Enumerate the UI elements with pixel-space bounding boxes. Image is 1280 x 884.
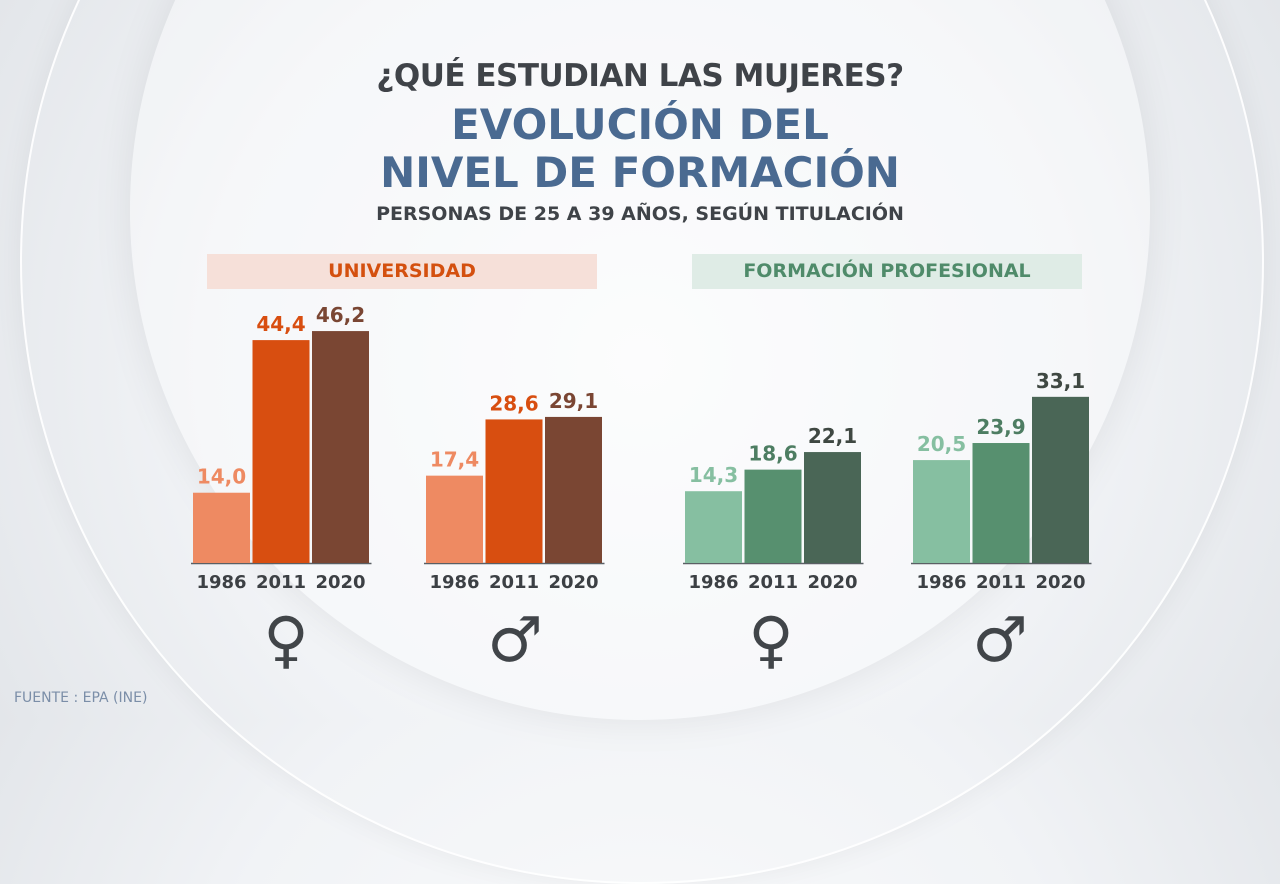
data-label: 33,1 (1036, 369, 1085, 393)
bar-female-1986 (193, 492, 250, 563)
bar-male-2011 (485, 419, 543, 563)
bar-female-1986 (685, 491, 742, 563)
year-tick-label: 1986 (196, 572, 246, 593)
bar-female-2011 (252, 340, 310, 563)
year-tick-label: 2011 (748, 572, 798, 593)
title-line-2: NIVEL DE FORMACIÓN (380, 148, 900, 197)
male-symbol-icon: ♂ (972, 603, 1028, 676)
bar-male-2020 (545, 416, 602, 563)
bar-male-2020 (1032, 396, 1089, 563)
question-heading: ¿QUÉ ESTUDIAN LAS MUJERES? (376, 58, 904, 94)
male-symbol-icon: ♂ (487, 603, 543, 676)
data-label: 20,5 (917, 432, 966, 456)
year-tick-label: 1986 (688, 572, 738, 593)
year-tick-label: 2011 (256, 572, 306, 593)
year-tick-label: 2020 (1035, 572, 1085, 593)
bar-female-2020 (804, 452, 861, 563)
bar-male-2011 (972, 443, 1030, 563)
data-label: 44,4 (256, 312, 305, 336)
year-tick-label: 1986 (916, 572, 966, 593)
data-label: 22,1 (808, 424, 857, 448)
year-tick-label: 2020 (315, 572, 365, 593)
data-label: 29,1 (549, 389, 598, 413)
title-line-1: EVOLUCIÓN DEL (451, 100, 829, 149)
data-label: 46,2 (316, 303, 365, 327)
subtitle: PERSONAS DE 25 A 39 AÑOS, SEGÚN TITULACI… (376, 203, 904, 225)
fp-header: FORMACIÓN PROFESIONAL (692, 254, 1082, 289)
female-symbol-icon: ♀ (263, 603, 309, 676)
data-label: 18,6 (748, 442, 797, 466)
bar-male-1986 (913, 460, 970, 563)
bar-male-1986 (426, 475, 483, 563)
data-label: 17,4 (430, 448, 479, 472)
data-label: 23,9 (976, 415, 1025, 439)
year-tick-label: 2020 (807, 572, 857, 593)
female-symbol-icon: ♀ (748, 603, 794, 676)
year-tick-label: 1986 (429, 572, 479, 593)
bar-female-2011 (744, 469, 802, 563)
year-tick-label: 2020 (548, 572, 598, 593)
year-tick-label: 2011 (976, 572, 1026, 593)
universidad-header: UNIVERSIDAD (207, 254, 597, 289)
data-label: 28,6 (489, 391, 538, 415)
bar-chart: 14,0 1986 44,4 2011 46,2 2020 17,4 1986 28,6 2011… (191, 303, 1092, 593)
bar-female-2020 (312, 331, 369, 563)
data-label: 14,0 (197, 465, 246, 489)
year-tick-label: 2011 (489, 572, 539, 593)
data-label: 14,3 (689, 463, 738, 487)
source-note: FUENTE : EPA (INE) (14, 690, 148, 706)
